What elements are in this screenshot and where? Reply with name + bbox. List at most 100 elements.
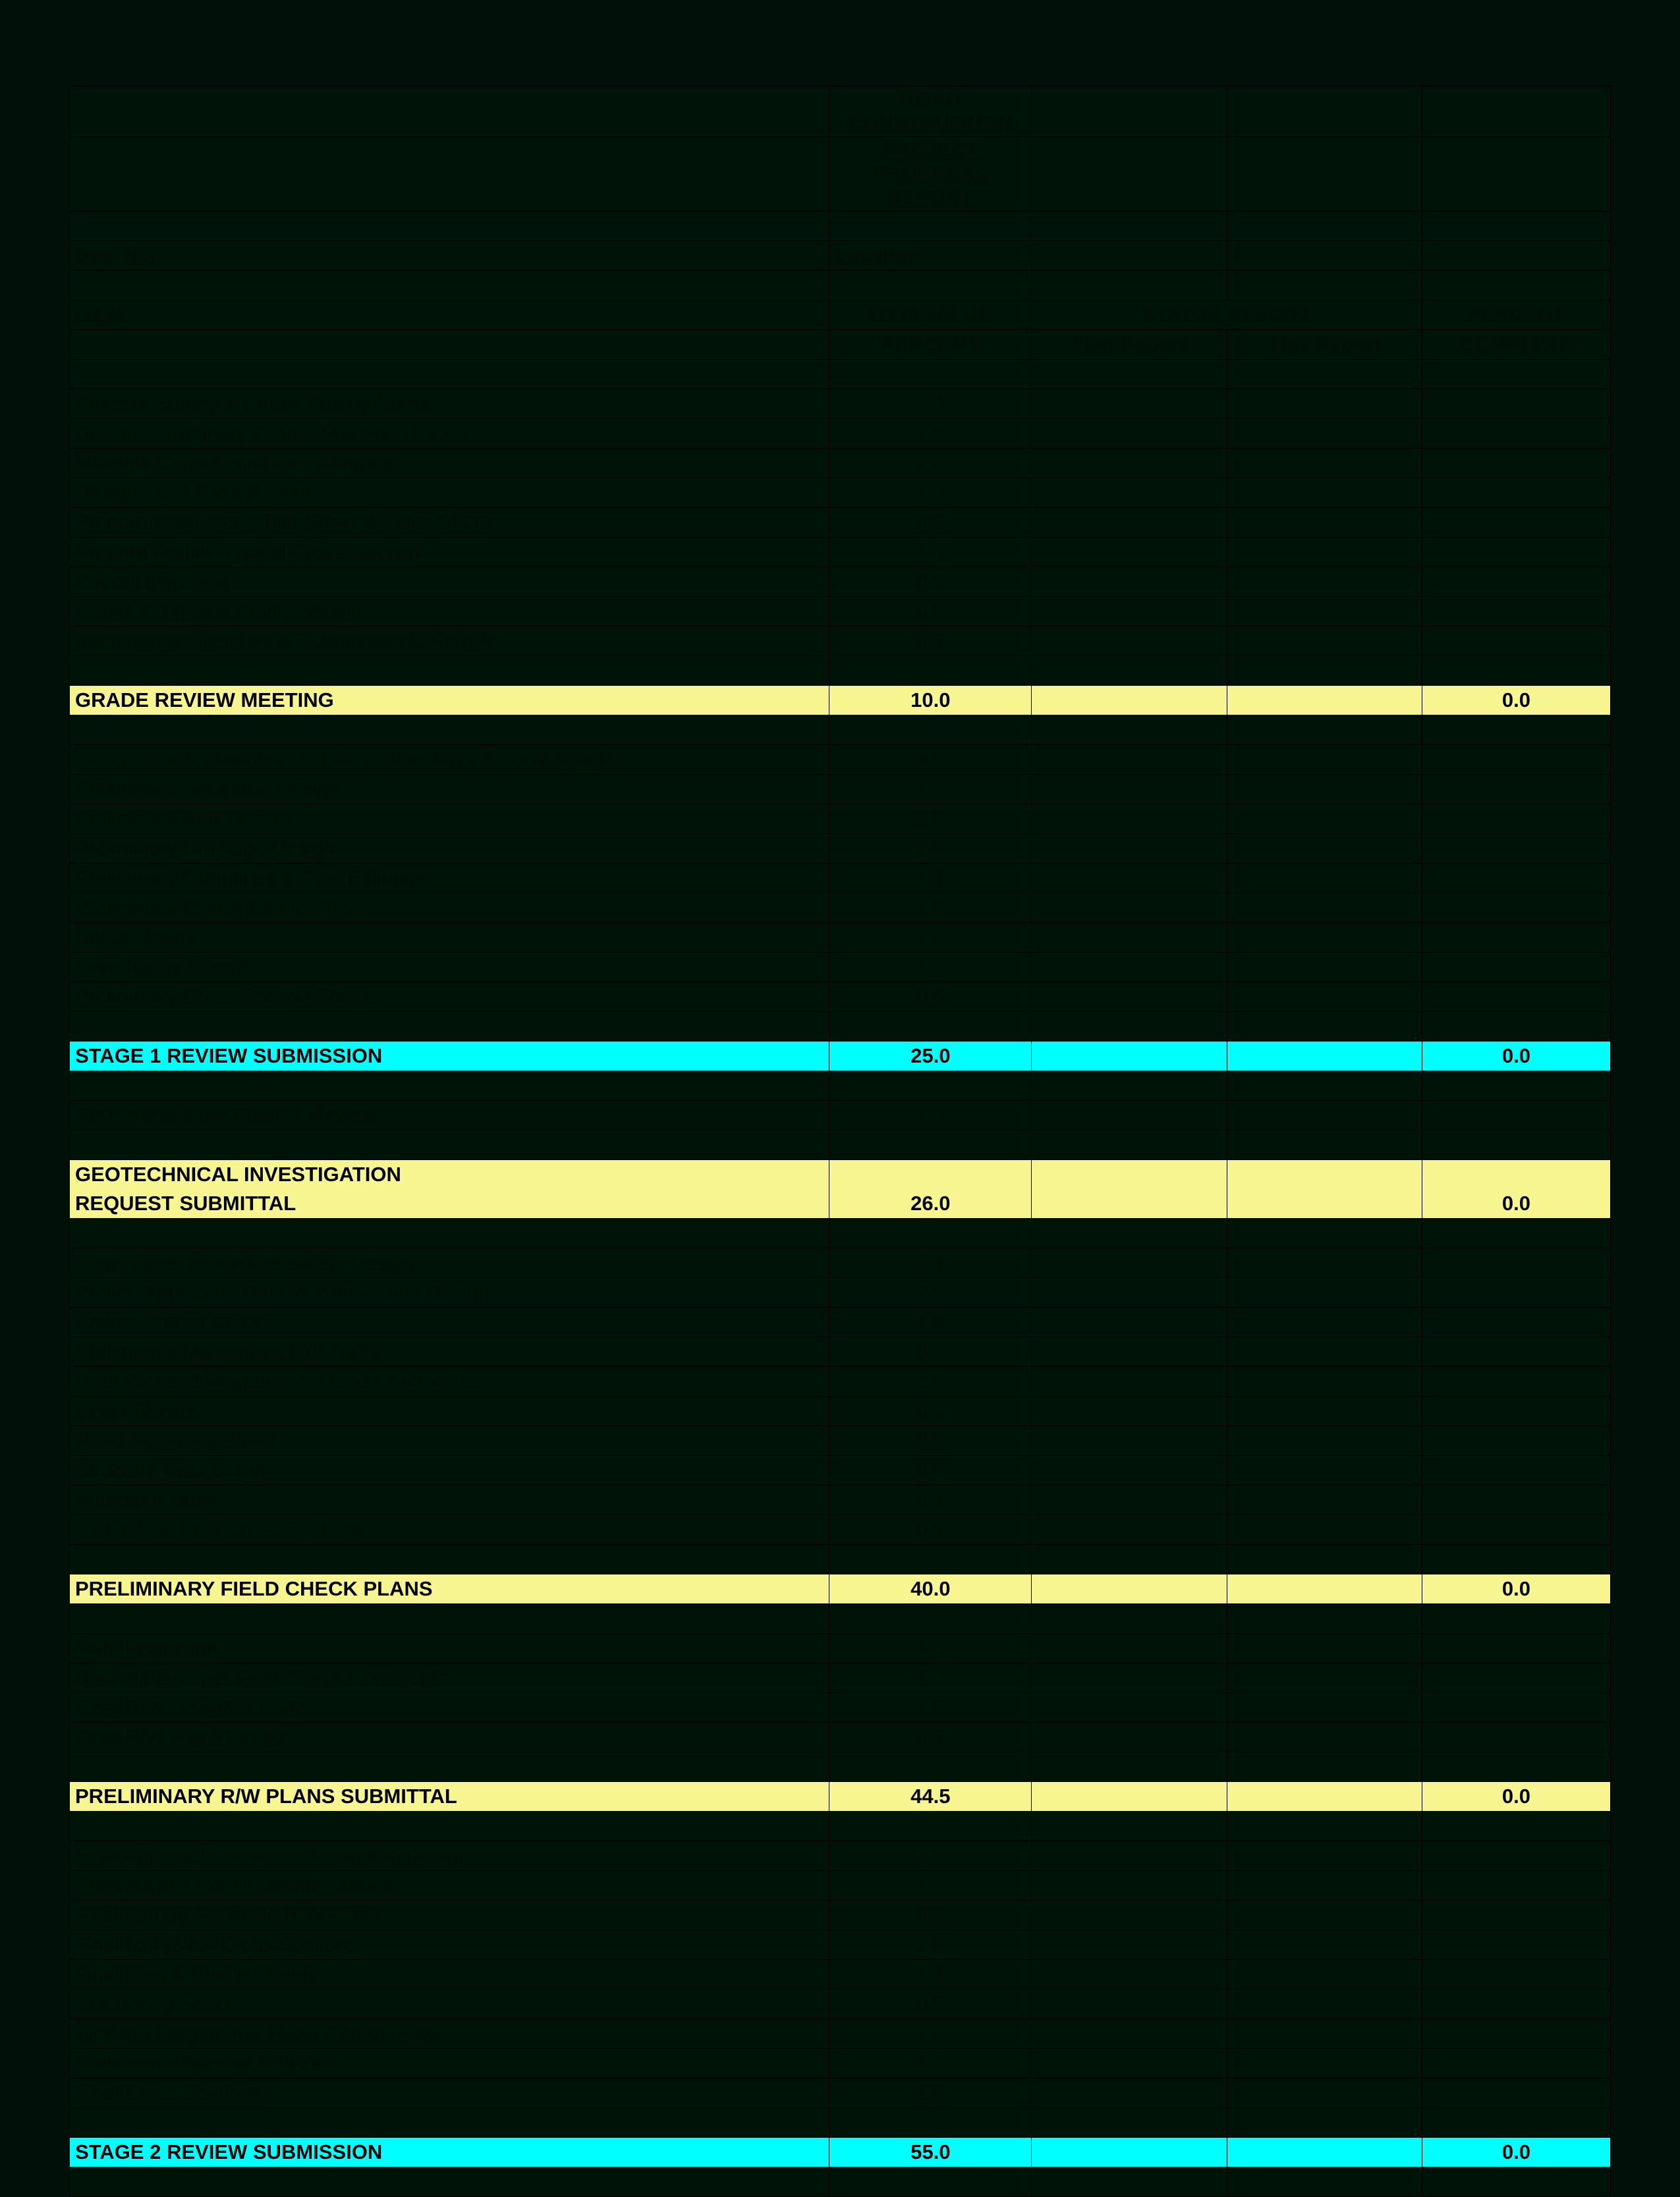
- detail-row: Finalize Title Sheet W/ R/W Plans0.5: [70, 1901, 1611, 1930]
- detail-row: Interchange Sheets1.0: [70, 953, 1611, 982]
- milestone-row: PRELIMINARY R/W PLANS SUBMITTAL44.5 0.0: [70, 1782, 1611, 1812]
- item-cell: Construction Cost Estimate Update: [70, 1871, 829, 1901]
- sections-body: Process Survey & Check Survey Notes2.0De…: [70, 389, 1611, 2197]
- milestone-label: GRADE REVIEW MEETING: [70, 686, 829, 715]
- milestone-label: PRELIMINARY R/W PLANS SUBMITTAL: [70, 1782, 829, 1812]
- value-cell: 1.0: [829, 775, 1032, 804]
- item-cell: Final R/W Design & Plans: [70, 1693, 829, 1723]
- value-cell: 2.0: [829, 419, 1032, 449]
- detail-row: Design Preliminary Grade (Mainline I1 & …: [70, 419, 1611, 449]
- detail-row: Design Grade (Mainline, S-Lines, Drivewa…: [70, 745, 1611, 775]
- item-cell: Plot, File & Print Cross Sections: [70, 1515, 829, 1545]
- item-cell: Prelim. Approach, Drive & Intersection D…: [70, 1278, 829, 1308]
- item-cell: Preliminary Plan & Profile Sheet: [70, 893, 829, 923]
- detail-row: Finalize Typical Cross Sections1.0: [70, 1930, 1611, 1960]
- detail-row: Preliminary Structural Design1.0: [70, 775, 1611, 804]
- item-cell: Finalize Title Sheet W/ R/W Plans: [70, 1901, 829, 1930]
- detail-row: Final R/W Plat #1 to #30.5: [70, 1723, 1611, 1752]
- item-cell: Approach Table: [70, 1486, 829, 1515]
- value-cell: 1.0: [829, 538, 1032, 567]
- detail-row: Design Over-Pass S-Lines1.0: [70, 478, 1611, 508]
- meta-row: Des. No.: Location:: [70, 241, 1611, 271]
- detail-row: Draft Wetland Mitigation & Flood Control…: [70, 1367, 1611, 1397]
- item-cell: Road Summary Sheet: [70, 1426, 829, 1456]
- detail-row: Soil Boring Sheet0.5: [70, 1989, 1611, 2019]
- detail-row: Overall plan view0.5: [70, 567, 1611, 597]
- item-cell: Revise plans per Stage 1 Review: [70, 1101, 829, 1130]
- value-cell: 2.5: [829, 1278, 1032, 1308]
- value-cell: 0.5: [829, 1456, 1032, 1486]
- milestone-label: STAGE 2 REVIEW SUBMISSION: [70, 2138, 829, 2167]
- milestone-label: PRELIMINARY FIELD CHECK PLANS: [70, 1574, 829, 1604]
- item-cell: Interchange Sheets: [70, 953, 829, 982]
- detail-row: Preliminary Approach Table1.0: [70, 2049, 1611, 2078]
- detail-row: Preliminary Maintenance of Traffic3.0: [70, 1337, 1611, 1367]
- item-cell: Overall plan view: [70, 567, 829, 597]
- detail-row: Final Cross Sections1.0: [70, 2078, 1611, 2108]
- detail-row: Field Inspection1.0: [70, 1634, 1611, 1663]
- detail-row: Detail Sheets1.0: [70, 923, 1611, 953]
- title-row-1: ROAD CONSTRUCTION: [70, 86, 1611, 137]
- item-cell: Final R/W Plat #1 to #3: [70, 1723, 829, 1752]
- value-cell: 2.0: [829, 1367, 1032, 1397]
- detail-row: Construction Cost Estimate Update1.0: [70, 1871, 1611, 1901]
- detail-row: Final R/W Design & Plans1.5: [70, 1693, 1611, 1723]
- detail-row: Process Survey & Check Survey Notes2.0: [70, 389, 1611, 419]
- title-row-2: PROJECT PROGRESS REPORT: [70, 137, 1611, 211]
- value-cell: 1.0: [829, 893, 1032, 923]
- detail-row: Revise plans per Stage 1 Review1.0: [70, 1101, 1611, 1130]
- detail-row: Preliminary Cross Section Sheets0.5: [70, 982, 1611, 1012]
- detail-row: Wetland Mitigation & Flood Control Plan1…: [70, 2019, 1611, 2049]
- item-cell: Prepare Preliminary Title Sheet & Index …: [70, 508, 829, 538]
- value-cell: 0.5: [829, 508, 1032, 538]
- value-cell: 0.5: [829, 626, 1032, 656]
- item-cell: Create Proposed Profile Sheet: [70, 597, 829, 626]
- milestone-pct: 0.0: [1422, 1782, 1610, 1812]
- value-cell: 1.5: [829, 1308, 1032, 1337]
- item-cell: Prelim. Plat #1 to #3: [70, 1308, 829, 1337]
- detail-row: Final Plan & Profile Sheets1.5: [70, 1960, 1611, 1989]
- detail-row: Plot, File & Print Cross Sections0.5: [70, 1515, 1611, 1545]
- item-cell: Detail Sheets: [70, 923, 829, 953]
- item-cell: Detail Sheets: [70, 1397, 829, 1426]
- value-cell: 2.0: [829, 449, 1032, 478]
- des-no-label: Des. No.:: [70, 241, 829, 271]
- detail-row: Road Summary Sheet0.5: [70, 1426, 1611, 1456]
- value-cell: 3.5: [829, 1248, 1032, 1278]
- value-cell: 0.5: [829, 1723, 1032, 1752]
- value-cell: 0.5: [829, 567, 1032, 597]
- value-cell: 0.5: [829, 1397, 1032, 1426]
- item-cell: Preliminary Structural Design: [70, 775, 829, 804]
- header-row-1: ITEM ITEM VALUE STATUS REPORT PERCENT: [70, 300, 1611, 330]
- detail-row: Prelim. Plat #1 to #31.5: [70, 1308, 1611, 1337]
- value-cell: 2.5: [829, 834, 1032, 864]
- milestone-value: 40.0: [829, 1574, 1032, 1604]
- item-cell: Final Approach, Drive & Intersection Des…: [70, 1841, 829, 1871]
- value-cell: 3.0: [829, 804, 1032, 834]
- detail-row: Clear Zone, Procedure Safety Design3.5: [70, 1248, 1611, 1278]
- item-cell: Revise Plans per Field Check Comments: [70, 1663, 829, 1693]
- hdr-pct-1: PERCENT: [1422, 300, 1610, 330]
- detail-row: Preliminary R/W Design3.0: [70, 804, 1611, 834]
- value-cell: 1.0: [829, 953, 1032, 982]
- value-cell: 0.5: [829, 1901, 1032, 1930]
- item-cell: Field Inspection: [70, 1634, 829, 1663]
- detail-row: Prepare Prelim. Typical Cross-Section1.0: [70, 538, 1611, 567]
- milestone-value: 25.0: [829, 1042, 1032, 1071]
- detail-row: Preliminary Plan & Profile Sheet1.0: [70, 893, 1611, 923]
- milestone-value: 44.5: [829, 1782, 1032, 1812]
- item-cell: Preliminary Approach Table: [70, 2049, 829, 2078]
- hdr-last-report: Last Report: [1032, 330, 1227, 360]
- item-cell: Prepare Prelim. Typical Cross-Section: [70, 538, 829, 567]
- detail-row: Preliminary Quantities & Cost Estimate1.…: [70, 864, 1611, 893]
- value-cell: 1.0: [829, 1871, 1032, 1901]
- header-row-2: PERCENT Last Report This Report COMPLETE: [70, 330, 1611, 360]
- report-title-2: PROJECT PROGRESS REPORT: [829, 137, 1032, 211]
- item-cell: Final Cross Sections: [70, 2078, 829, 2108]
- detail-row: Final Approach, Drive & Intersection Des…: [70, 1841, 1611, 1871]
- hdr-pct-2: COMPLETE: [1422, 330, 1610, 360]
- milestone-value: 55.0: [829, 2138, 1032, 2167]
- value-cell: 1.0: [829, 2049, 1032, 2078]
- milestone-pct: 0.0: [1422, 1042, 1610, 1071]
- milestone-row: PRELIMINARY FIELD CHECK PLANS40.00.0: [70, 1574, 1611, 1604]
